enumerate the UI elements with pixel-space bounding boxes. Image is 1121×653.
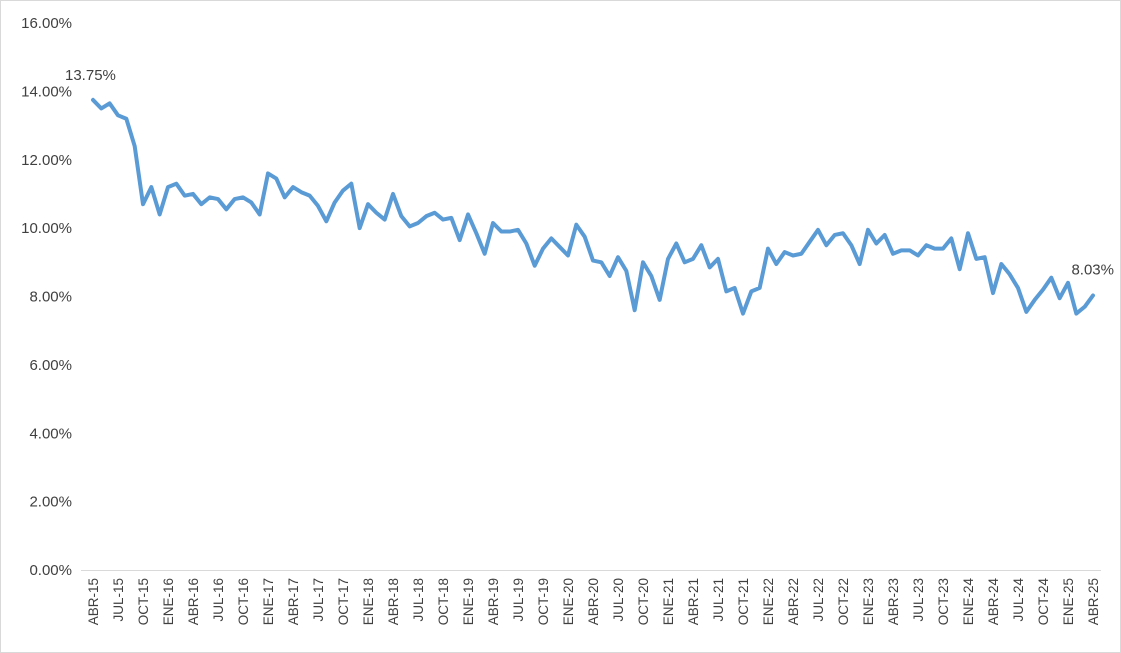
x-tick-label: OCT-16 bbox=[236, 578, 251, 625]
series-line bbox=[91, 97, 1095, 316]
y-tick-label: 0.00% bbox=[29, 562, 72, 579]
x-tick-label: OCT-20 bbox=[636, 578, 651, 625]
x-tick-label: JUL-15 bbox=[111, 578, 126, 622]
data-label: 13.75% bbox=[65, 67, 116, 84]
x-tick-label: OCT-18 bbox=[436, 578, 451, 625]
x-tick-label: ENE-25 bbox=[1061, 578, 1076, 625]
y-tick-label: 6.00% bbox=[29, 357, 72, 374]
y-tick-label: 16.00% bbox=[21, 15, 72, 32]
x-tick-label: JUL-23 bbox=[911, 578, 926, 622]
x-tick-label: JUL-18 bbox=[411, 578, 426, 622]
x-axis-ticks: ABR-15 JUL-15 OCT-15 ENE-16 ABR-16 JUL-16 OCT-… bbox=[86, 578, 1101, 626]
y-tick-label: 8.00% bbox=[29, 289, 72, 306]
y-tick-label: 2.00% bbox=[29, 494, 72, 511]
x-tick-label: JUL-17 bbox=[311, 578, 326, 622]
x-tick-label: ABR-22 bbox=[786, 578, 801, 625]
x-tick-label: OCT-24 bbox=[1036, 578, 1051, 626]
x-tick-label: JUL-22 bbox=[811, 578, 826, 622]
x-tick-label: ABR-16 bbox=[186, 578, 201, 625]
x-tick-label: ENE-20 bbox=[561, 578, 576, 625]
data-label: 8.03% bbox=[1071, 261, 1114, 278]
x-tick-label: ENE-19 bbox=[461, 578, 476, 625]
y-tick-label: 14.00% bbox=[21, 83, 72, 100]
x-tick-label: ABR-19 bbox=[486, 578, 501, 625]
x-tick-label: OCT-23 bbox=[936, 578, 951, 625]
x-tick-label: OCT-22 bbox=[836, 578, 851, 625]
x-tick-label: OCT-15 bbox=[136, 578, 151, 625]
x-tick-label: ENE-23 bbox=[861, 578, 876, 625]
x-tick-label: ENE-21 bbox=[661, 578, 676, 625]
x-tick-label: ENE-22 bbox=[761, 578, 776, 625]
x-tick-label: ABR-21 bbox=[686, 578, 701, 625]
data-labels: 13.75% 8.03% bbox=[65, 67, 1114, 279]
y-tick-label: 4.00% bbox=[29, 425, 72, 442]
x-tick-label: OCT-21 bbox=[736, 578, 751, 625]
x-tick-label: ENE-17 bbox=[261, 578, 276, 625]
x-tick-label: JUL-19 bbox=[511, 578, 526, 622]
x-tick-label: ABR-18 bbox=[386, 578, 401, 625]
x-tick-label: ABR-23 bbox=[886, 578, 901, 625]
y-tick-label: 12.00% bbox=[21, 152, 72, 169]
x-tick-label: ENE-16 bbox=[161, 578, 176, 625]
x-tick-label: ABR-20 bbox=[586, 578, 601, 625]
x-tick-label: OCT-19 bbox=[536, 578, 551, 625]
y-tick-label: 10.00% bbox=[21, 220, 72, 237]
x-tick-label: JUL-24 bbox=[1011, 578, 1026, 622]
y-axis-ticks: 0.00% 2.00% 4.00% 6.00% 8.00% 10.00% 12.00% 14.… bbox=[21, 15, 72, 579]
x-tick-label: ENE-18 bbox=[361, 578, 376, 625]
x-tick-label: ENE-24 bbox=[961, 578, 976, 626]
x-tick-label: ABR-25 bbox=[1086, 578, 1101, 625]
x-tick-label: JUL-21 bbox=[711, 578, 726, 622]
x-tick-label: ABR-24 bbox=[986, 578, 1001, 626]
x-tick-label: JUL-20 bbox=[611, 578, 626, 622]
x-tick-label: OCT-17 bbox=[336, 578, 351, 625]
x-tick-label: JUL-16 bbox=[211, 578, 226, 622]
x-tick-label: ABR-15 bbox=[86, 578, 101, 625]
x-tick-label: ABR-17 bbox=[286, 578, 301, 625]
